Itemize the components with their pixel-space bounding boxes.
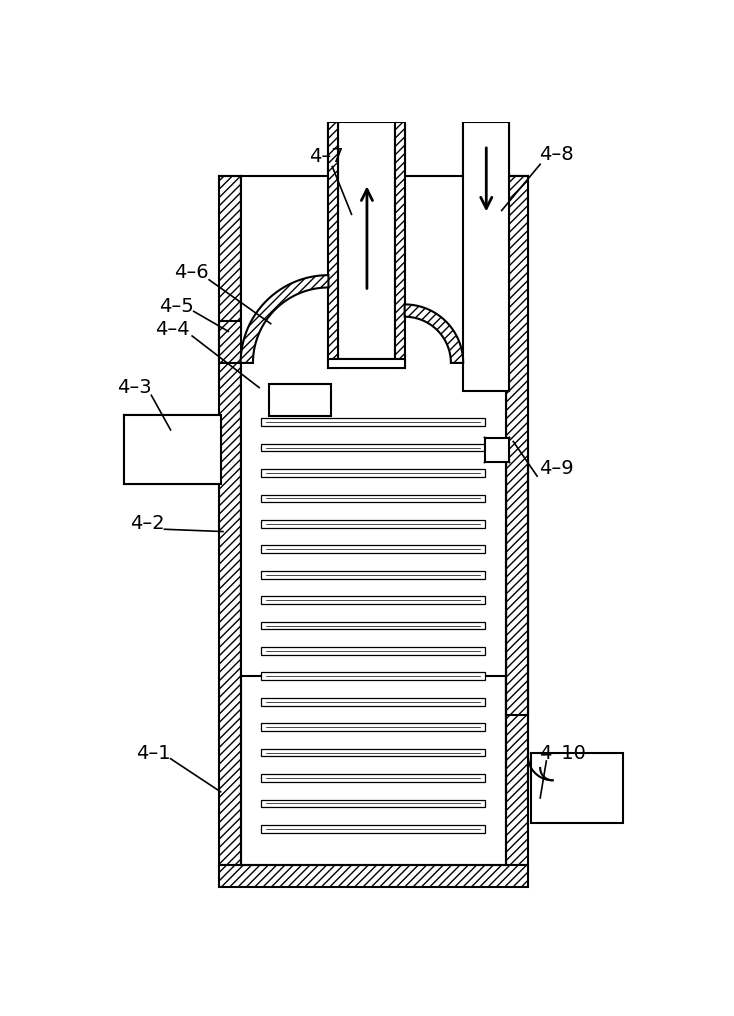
Bar: [261, 520, 484, 527]
Bar: [261, 571, 484, 578]
Bar: [261, 749, 484, 756]
Bar: [261, 673, 484, 680]
Text: 4–1: 4–1: [136, 744, 170, 763]
Bar: [219, 176, 241, 865]
Bar: [328, 122, 338, 369]
Bar: [261, 495, 484, 502]
Polygon shape: [241, 275, 328, 363]
Bar: [328, 359, 404, 369]
Text: 4–10: 4–10: [539, 744, 586, 763]
Text: 4–4: 4–4: [155, 320, 190, 339]
Bar: [261, 444, 484, 451]
Bar: [261, 825, 484, 833]
Bar: [261, 647, 484, 654]
Bar: [261, 469, 484, 477]
Bar: [261, 774, 484, 781]
Bar: [506, 176, 528, 865]
Text: 4–7: 4–7: [309, 147, 344, 166]
Bar: [506, 176, 528, 715]
Bar: [261, 800, 484, 808]
Bar: [396, 122, 404, 369]
Bar: [261, 622, 484, 629]
Bar: [269, 384, 331, 417]
Bar: [124, 415, 221, 484]
Bar: [261, 723, 484, 731]
Bar: [241, 176, 506, 677]
Polygon shape: [404, 305, 463, 363]
Bar: [261, 546, 484, 553]
Bar: [463, 122, 509, 391]
Text: 4–9: 4–9: [539, 459, 573, 478]
Bar: [531, 753, 623, 823]
Bar: [261, 596, 484, 604]
Bar: [338, 122, 396, 359]
Text: 4–5: 4–5: [159, 298, 194, 316]
Bar: [219, 321, 241, 363]
Bar: [261, 419, 484, 426]
Bar: [261, 698, 484, 705]
Text: 4–2: 4–2: [131, 514, 165, 533]
Text: 4–6: 4–6: [175, 262, 209, 281]
Bar: [484, 438, 509, 462]
Bar: [219, 865, 528, 887]
Text: 4–8: 4–8: [539, 144, 573, 164]
Text: 4–3: 4–3: [117, 378, 151, 397]
